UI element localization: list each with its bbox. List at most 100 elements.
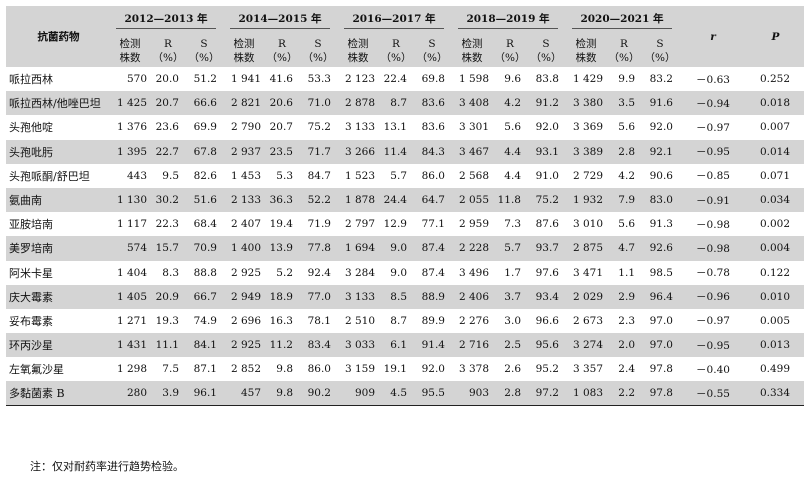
count-cell: 2 568: [458, 169, 489, 182]
s-percent-cell: 71.7: [307, 145, 331, 158]
count-cell: 1 932: [572, 194, 603, 207]
s-percent-cell: 77.8: [307, 242, 331, 255]
r-percent-cell: 15.7: [155, 242, 179, 255]
r-percent-cell: 3.5: [618, 97, 635, 110]
s-percent-cell: 83.6: [421, 121, 445, 134]
r-percent-cell: 8.7: [390, 97, 407, 110]
r-percent-cell: 5.7: [390, 169, 407, 182]
r-percent-cell: 2.6: [504, 363, 521, 376]
s-percent-cell: 93.1: [535, 145, 559, 158]
r-percent-cell: 16.3: [269, 314, 293, 327]
s-percent-cell: 97.2: [527, 381, 565, 407]
s-percent-cell: 90.6: [649, 169, 673, 182]
period-header: 2014—2015 年: [223, 6, 337, 34]
r-percent-cell: 1.7: [504, 266, 521, 279]
table-row: 庆大霉素 1 405 20.9 66.7 2 949 18.9 77.0 3 133 8.5 88…: [6, 284, 804, 309]
r-percent-cell: 7.5: [162, 363, 179, 376]
count-cell: 3 357: [572, 363, 603, 376]
s-percent-subheader: S （%）: [644, 37, 676, 64]
r-percent-cell: 12.9: [383, 218, 407, 231]
count-cell: 903: [451, 381, 493, 407]
r-percent-cell: 2.9: [618, 290, 635, 303]
count-cell: 1 271: [116, 314, 147, 327]
count-cell: 3 301: [458, 121, 489, 134]
count-cell: 3 133: [344, 121, 375, 134]
count-cell: 2 852: [230, 363, 261, 376]
r-percent-cell: 24.4: [383, 194, 407, 207]
s-percent-cell: 66.7: [193, 290, 217, 303]
s-percent-cell: 53.3: [307, 73, 331, 86]
r-percent-cell: 22.4: [383, 73, 407, 86]
r-column-header: r: [710, 30, 716, 43]
s-percent-cell: 87.4: [421, 266, 445, 279]
count-cell: 3 408: [458, 97, 489, 110]
count-cell: 3 380: [572, 97, 603, 110]
table-row: 头孢吡肟 1 395 22.7 67.8 2 937 23.5 71.7 3 266 11.4 8…: [6, 139, 804, 164]
table-header: 抗菌药物 2012—2013 年 2014—2015 年 2016—2017 年…: [6, 6, 804, 67]
r-percent-cell: 18.9: [269, 290, 293, 303]
count-cell: 2 729: [572, 169, 603, 182]
drug-name: 氨曲南: [9, 194, 42, 208]
drug-name: 哌拉西林: [9, 73, 53, 87]
r-percent-cell: 5.7: [504, 242, 521, 255]
count-cell: 2 937: [230, 145, 261, 158]
s-percent-cell: 92.6: [649, 242, 673, 255]
s-percent-cell: 83.0: [649, 194, 673, 207]
drug-name: 庆大霉素: [9, 290, 53, 304]
r-percent-cell: 4.2: [618, 169, 635, 182]
table-row: 头孢他啶 1 376 23.6 69.9 2 790 20.7 75.2 3 133 13.1 8…: [6, 115, 804, 139]
r-percent-cell: 5.3: [276, 169, 293, 182]
r-percent-cell: 2.8: [493, 381, 527, 407]
r-value-cell: －0.95: [696, 146, 730, 159]
s-percent-cell: 97.0: [649, 314, 673, 327]
count-cell: 1 405: [116, 290, 147, 303]
count-subheader: 检测 株数: [347, 37, 369, 64]
r-percent-cell: 6.1: [390, 339, 407, 352]
count-cell: 2 790: [230, 121, 261, 134]
s-percent-cell: 91.3: [649, 218, 673, 231]
r-percent-cell: 3.9: [151, 381, 185, 407]
s-percent-cell: 78.1: [307, 314, 331, 327]
s-percent-cell: 51.2: [193, 73, 217, 86]
p-value-cell: 0.499: [759, 363, 790, 376]
r-percent-cell: 9.8: [265, 381, 299, 407]
r-percent-cell: 8.3: [162, 266, 179, 279]
table-footnote: 注：仅对耐药率进行趋势检验。: [30, 460, 184, 473]
s-percent-cell: 93.7: [535, 242, 559, 255]
r-percent-cell: 11.2: [269, 339, 293, 352]
count-cell: 3 471: [572, 266, 603, 279]
count-cell: 3 159: [344, 363, 375, 376]
r-value-cell: －0.97: [696, 315, 730, 328]
r-percent-cell: 20.7: [155, 97, 179, 110]
table-row: 妥布霉素 1 271 19.3 74.9 2 696 16.3 78.1 2 510 8.7 89…: [6, 309, 804, 333]
count-cell: 1 941: [230, 73, 261, 86]
count-cell: 2 878: [344, 97, 375, 110]
s-percent-cell: 93.4: [535, 290, 559, 303]
period-header: 2018—2019 年: [451, 6, 565, 34]
count-cell: 1 298: [116, 363, 147, 376]
s-percent-cell: 97.8: [649, 363, 673, 376]
count-cell: 1 395: [116, 145, 147, 158]
count-cell: 3 284: [344, 266, 375, 279]
s-percent-cell: 92.0: [421, 363, 445, 376]
s-percent-cell: 97.0: [649, 339, 673, 352]
table-row: 头孢哌酮/舒巴坦 443 9.5 82.6 1 453 5.3 84.7 1 523 5.7 86…: [6, 164, 804, 188]
count-cell: 3 033: [344, 339, 375, 352]
s-percent-cell: 84.7: [307, 169, 331, 182]
r-percent-subheader: R （%）: [152, 37, 184, 64]
table-row: 环丙沙星 1 431 11.1 84.1 2 925 11.2 83.4 3 033 6.1 91…: [6, 333, 804, 358]
s-percent-cell: 95.5: [413, 381, 451, 407]
count-cell: 570: [126, 73, 147, 86]
r-percent-cell: 4.4: [504, 169, 521, 182]
s-percent-cell: 87.4: [421, 242, 445, 255]
s-percent-cell: 69.9: [193, 121, 217, 134]
s-percent-cell: 83.2: [649, 73, 673, 86]
count-cell: 280: [109, 381, 151, 407]
s-percent-cell: 83.8: [535, 73, 559, 86]
s-percent-cell: 69.8: [421, 73, 445, 86]
s-percent-cell: 67.8: [193, 145, 217, 158]
r-percent-cell: 9.0: [390, 266, 407, 279]
s-percent-cell: 64.7: [421, 194, 445, 207]
table-row: 哌拉西林/他唑巴坦 1 425 20.7 66.6 2 821 20.6 71.0 2 878…: [6, 91, 804, 116]
r-percent-cell: 9.9: [618, 73, 635, 86]
